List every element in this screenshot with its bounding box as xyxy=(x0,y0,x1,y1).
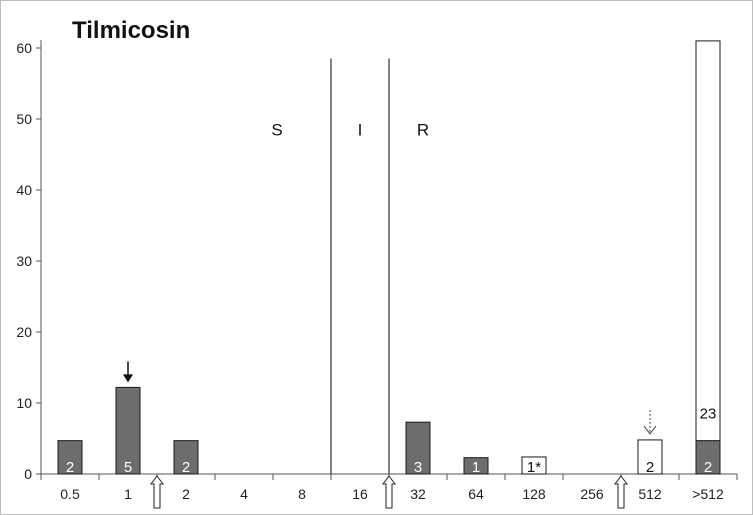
x-tick-label: 32 xyxy=(410,486,426,502)
bar-count-label: 3 xyxy=(414,459,422,476)
zone-label: R xyxy=(417,121,429,140)
hollow-up-arrow xyxy=(614,475,628,509)
bar xyxy=(173,440,199,475)
bar xyxy=(695,40,721,442)
x-tick-label: 0.5 xyxy=(60,486,80,502)
x-tick-label: 1 xyxy=(124,486,132,502)
bar-count-label: 2 xyxy=(66,459,74,476)
x-tick-label: 4 xyxy=(240,486,248,502)
bar-count-label: 2 xyxy=(646,459,654,476)
dotted-down-arrow-head xyxy=(643,425,657,435)
x-tick-label: 128 xyxy=(522,486,546,502)
x-tick-label: 256 xyxy=(580,486,604,502)
x-tick-label: 16 xyxy=(352,486,368,502)
bar-count-label: 1* xyxy=(527,459,541,476)
hollow-up-arrow xyxy=(382,475,396,509)
bar xyxy=(463,457,489,475)
y-tick-label: 10 xyxy=(16,395,32,411)
bar xyxy=(637,439,663,475)
bar xyxy=(521,456,547,475)
chart-title: Tilmicosin xyxy=(72,17,190,44)
hollow-up-arrow xyxy=(150,475,164,509)
y-tick-label: 60 xyxy=(16,40,32,56)
x-tick-label: 512 xyxy=(638,486,662,502)
y-tick-label: 0 xyxy=(24,466,32,482)
bar-count-label: 2 xyxy=(704,459,712,476)
bar-count-label: 23 xyxy=(700,406,717,423)
bar xyxy=(115,386,141,475)
x-tick-label: 8 xyxy=(298,486,306,502)
zone-label: I xyxy=(358,121,363,140)
solid-down-arrow-head xyxy=(123,374,133,383)
bar-count-label: 2 xyxy=(182,459,190,476)
y-tick-label: 20 xyxy=(16,324,32,340)
x-tick-label: 2 xyxy=(182,486,190,502)
zone-label: S xyxy=(271,121,282,140)
x-tick-label: 64 xyxy=(468,486,484,502)
x-tick-label: >512 xyxy=(692,486,724,502)
bar xyxy=(405,421,431,475)
bar xyxy=(57,440,83,475)
y-tick-label: 50 xyxy=(16,111,32,127)
y-tick-label: 40 xyxy=(16,182,32,198)
bar-count-label: 5 xyxy=(124,459,132,476)
bar-count-label: 1 xyxy=(472,459,480,476)
y-tick-label: 30 xyxy=(16,253,32,269)
